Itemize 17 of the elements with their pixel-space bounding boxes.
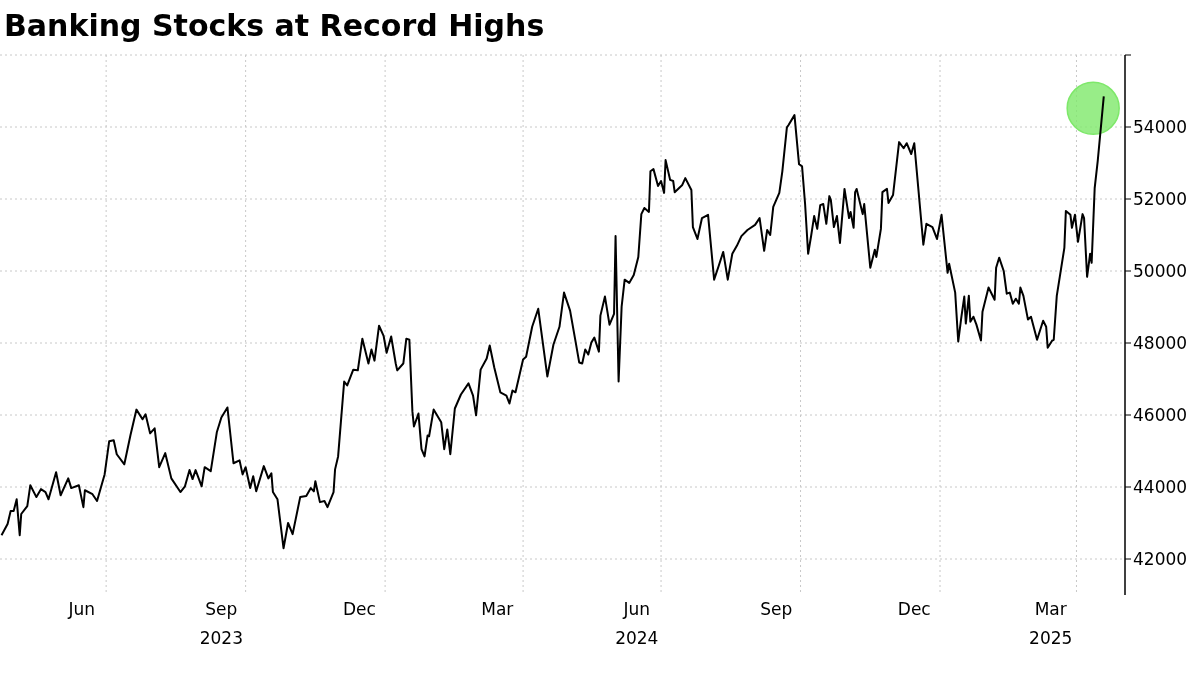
x-tick-label: Jun 2024 — [615, 599, 659, 648]
y-tick-label: 46000 — [1133, 404, 1188, 425]
y-tick-label: 52000 — [1133, 188, 1188, 209]
y-tick-label: 42000 — [1133, 548, 1188, 569]
x-tick-label: Dec — [897, 599, 931, 619]
y-tick-label: 44000 — [1133, 476, 1188, 497]
x-tick-label: Sep 2023 — [199, 599, 243, 648]
x-tick-label: Mar — [481, 599, 514, 619]
y-tick-label: 54000 — [1133, 116, 1188, 137]
x-tick-label: Dec — [342, 599, 376, 619]
line-series — [0, 95, 1105, 550]
chart-title: Banking Stocks at Record Highs — [4, 8, 545, 43]
x-tick-label: Mar 2025 — [1029, 599, 1073, 648]
x-tick-label: Jun — [67, 599, 96, 619]
y-tick-label: 48000 — [1133, 332, 1188, 353]
y-tick-label: 50000 — [1133, 260, 1188, 281]
x-tick-label: Sep — [760, 599, 793, 619]
